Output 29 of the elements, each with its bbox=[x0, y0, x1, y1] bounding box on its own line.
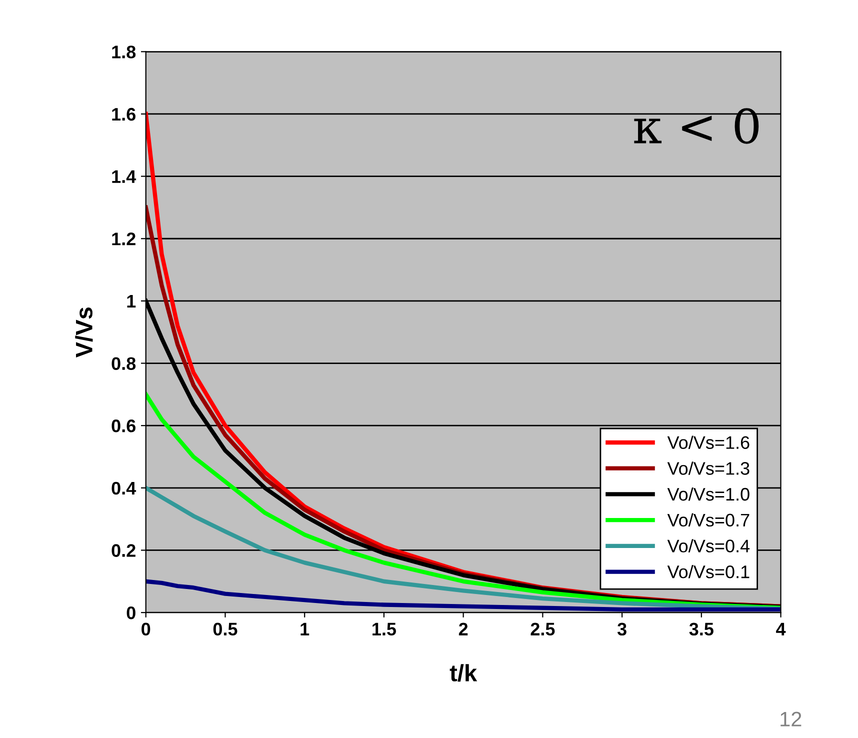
y-tick-label: 0.2 bbox=[112, 544, 136, 557]
y-tick-label: 0.4 bbox=[112, 482, 136, 495]
legend-label: Vo/Vs=1.6 bbox=[667, 436, 750, 449]
y-tick-label: 1 bbox=[127, 295, 136, 308]
x-tick-label: 4 bbox=[776, 622, 786, 636]
y-tick-label: 0 bbox=[126, 606, 136, 620]
x-tick-label: 3.5 bbox=[689, 622, 714, 636]
legend-label: Vo/Vs=1.3 bbox=[667, 462, 750, 475]
y-tick-label: 1.8 bbox=[112, 46, 136, 58]
legend-label: Vo/Vs=0.7 bbox=[667, 513, 750, 527]
y-axis-title: V/Vs bbox=[75, 307, 93, 358]
y-tick-label: 1.4 bbox=[112, 170, 136, 183]
annotation: κ < 0 bbox=[634, 108, 759, 144]
y-tick-label: 1.6 bbox=[112, 108, 136, 121]
x-tick-label: 0.5 bbox=[213, 622, 238, 636]
y-tick-label: 0.6 bbox=[112, 420, 136, 432]
legend-label: Vo/Vs=0.4 bbox=[667, 539, 750, 552]
legend-label: Vo/Vs=0.1 bbox=[667, 565, 750, 578]
x-tick-label: 1 bbox=[300, 622, 310, 636]
x-tick-label: 2.5 bbox=[530, 622, 555, 636]
x-axis-title: t/k bbox=[450, 664, 478, 682]
y-tick-label: 1.2 bbox=[112, 232, 136, 246]
legend-label: Vo/Vs=1.0 bbox=[667, 487, 750, 501]
x-tick-label: 3 bbox=[617, 622, 626, 636]
x-tick-label: 0 bbox=[142, 622, 150, 636]
x-tick-label: 1.5 bbox=[372, 622, 396, 636]
x-tick-label: 2 bbox=[458, 622, 468, 636]
y-tick-label: 0.8 bbox=[112, 357, 136, 370]
text: 12 bbox=[780, 712, 802, 726]
